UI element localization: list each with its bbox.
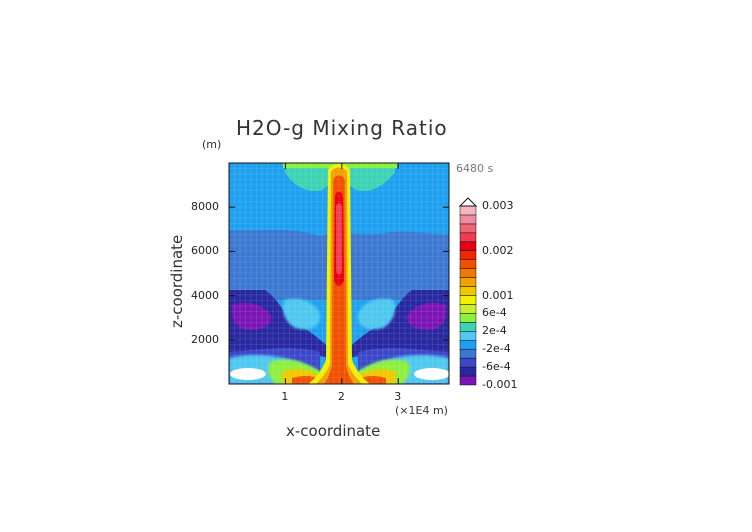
x-tick-label: 3: [394, 390, 402, 403]
x-tick-label: 2: [337, 390, 345, 403]
y-tick-label: 8000: [191, 200, 219, 214]
colorbar-swatch: [459, 214, 477, 225]
colorbar-label: 0.001: [482, 288, 514, 302]
colorbar-swatch: [459, 286, 477, 296]
colorbar-swatch: [459, 340, 477, 350]
colorbar-label: 2e-4: [482, 324, 507, 338]
colorbar-label: -2e-4: [482, 342, 511, 356]
x-axis-label: x-coordinate: [286, 422, 381, 440]
colorbar-swatch: [459, 223, 477, 234]
colorbar-swatch: [459, 313, 477, 323]
colorbar-extend-arrow: [458, 197, 478, 207]
colorbar-swatch: [459, 277, 477, 287]
colorbar-swatch: [459, 322, 477, 332]
z-unit-label: (m): [202, 138, 222, 151]
colorbar-label: 6e-4: [482, 306, 507, 320]
colorbar-swatch: [459, 250, 477, 260]
colorbar-label: -6e-4: [482, 360, 511, 374]
colorbar-swatch: [459, 268, 477, 278]
y-tick-label: 4000: [191, 288, 219, 302]
colorbar-swatch: [459, 357, 477, 368]
colorbar-swatch: [459, 304, 477, 314]
colorbar-swatch: [459, 375, 477, 386]
colorbar-swatch: [459, 205, 477, 216]
x-tick-label: 1: [281, 390, 289, 403]
colorbar-swatch: [459, 259, 477, 269]
colorbar-swatch: [459, 366, 477, 377]
colorbar-swatch: [459, 348, 477, 359]
y-tick-label: 6000: [191, 244, 219, 258]
colorbar-swatch: [459, 295, 477, 305]
colorbar-swatch: [459, 331, 477, 341]
chart-title: H2O-g Mixing Ratio: [236, 116, 448, 140]
x-unit-label: (×1E4 m): [395, 404, 448, 417]
time-label: 6480 s: [456, 162, 494, 175]
colorbar-label: 0.002: [482, 243, 514, 257]
colorbar-label: 0.003: [482, 199, 514, 212]
colorbar-swatch: [459, 232, 477, 243]
colorbar: [458, 197, 478, 386]
colorbar-swatch: [459, 241, 477, 252]
colorbar-label: -0.001: [482, 378, 518, 391]
y-tick-label: 2000: [191, 332, 219, 346]
y-axis-label: z-coordinate: [168, 234, 186, 328]
